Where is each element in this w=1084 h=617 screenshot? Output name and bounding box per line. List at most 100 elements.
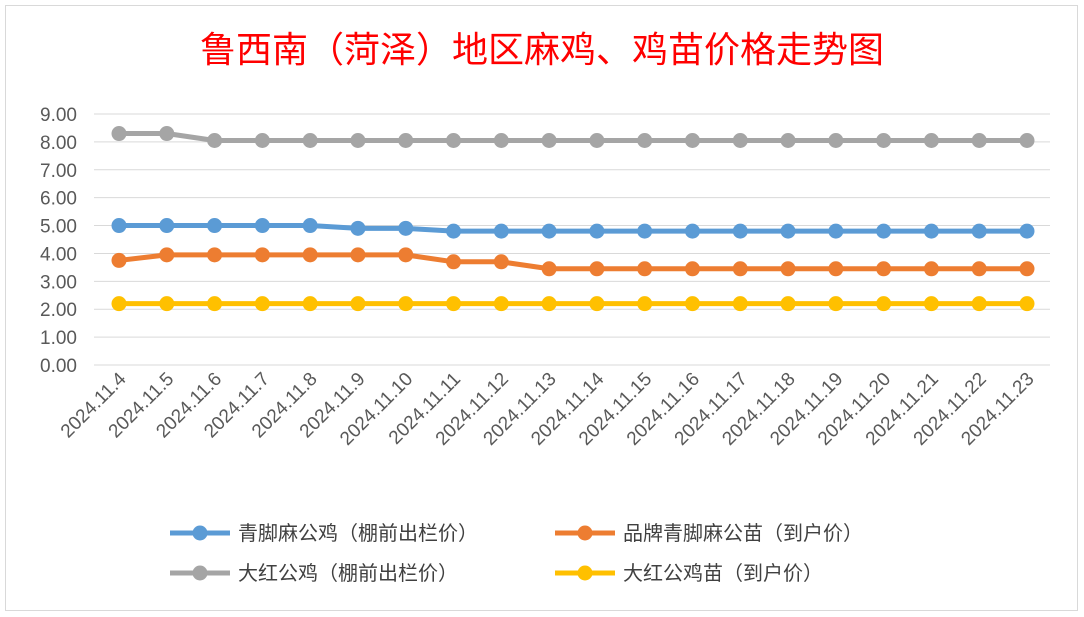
y-tick-label: 3.00 [40, 272, 77, 293]
data-point [684, 223, 700, 239]
y-axis-ticks: 0.00 1.00 2.00 3.00 4.00 5.00 6.00 7.00 8.00 9.00 [40, 105, 77, 377]
legend-label: 青脚麻公鸡（棚前出栏价） [238, 521, 478, 545]
data-point [876, 296, 892, 312]
data-point [732, 223, 748, 239]
data-point [1019, 296, 1035, 312]
data-point [828, 261, 844, 277]
legend-swatch-marker [192, 525, 208, 541]
legend-item: 大红公鸡（棚前出栏价） [170, 561, 458, 585]
data-point [350, 247, 366, 263]
data-point [1019, 223, 1035, 239]
data-point [828, 132, 844, 148]
data-point [876, 223, 892, 239]
data-point [923, 261, 939, 277]
data-point [876, 132, 892, 148]
data-point [541, 223, 557, 239]
data-point [637, 223, 653, 239]
data-point [780, 132, 796, 148]
data-point [159, 126, 175, 142]
data-point [589, 132, 605, 148]
series-1 [111, 218, 1035, 239]
x-axis-ticks: 2024.11.42024.11.52024.11.62024.11.72024… [57, 368, 1039, 449]
data-point [637, 296, 653, 312]
data-point [923, 223, 939, 239]
data-point [350, 220, 366, 236]
data-point [971, 223, 987, 239]
data-point [111, 126, 127, 142]
data-point [493, 223, 509, 239]
series-line [119, 223, 1027, 234]
data-point [446, 223, 462, 239]
data-point [254, 296, 270, 312]
y-tick-label: 9.00 [40, 105, 77, 126]
data-point [446, 296, 462, 312]
data-point [637, 261, 653, 277]
legend-label: 品牌青脚麻公苗（到户价） [623, 521, 863, 545]
data-point [207, 247, 223, 263]
legend-item: 品牌青脚麻公苗（到户价） [555, 521, 863, 545]
data-point [302, 218, 318, 234]
data-point [589, 296, 605, 312]
data-point [398, 247, 414, 263]
y-tick-label: 6.00 [40, 189, 77, 210]
data-point [1019, 132, 1035, 148]
data-point [732, 296, 748, 312]
chart-frame [5, 5, 1078, 611]
data-point [971, 261, 987, 277]
data-point [302, 132, 318, 148]
data-point [732, 132, 748, 148]
data-point [923, 296, 939, 312]
series-4 [111, 296, 1035, 312]
data-point [541, 296, 557, 312]
data-point [159, 247, 175, 263]
data-point [207, 218, 223, 234]
data-point [493, 254, 509, 270]
data-point [971, 132, 987, 148]
data-point [111, 252, 127, 268]
data-point [971, 296, 987, 312]
data-point [111, 296, 127, 312]
series-group [111, 126, 1035, 312]
data-point [541, 261, 557, 277]
data-point [398, 132, 414, 148]
data-point [254, 132, 270, 148]
y-tick-label: 8.00 [40, 133, 77, 154]
data-point [254, 247, 270, 263]
data-point [159, 296, 175, 312]
data-point [446, 254, 462, 270]
data-point [446, 132, 462, 148]
data-point [589, 261, 605, 277]
data-point [493, 296, 509, 312]
data-point [780, 261, 796, 277]
data-point [302, 296, 318, 312]
data-point [780, 296, 796, 312]
data-point [732, 261, 748, 277]
data-point [398, 220, 414, 236]
y-tick-label: 4.00 [40, 244, 77, 265]
data-point [684, 132, 700, 148]
data-point [923, 132, 939, 148]
data-point [159, 218, 175, 234]
legend: 青脚麻公鸡（棚前出栏价） 品牌青脚麻公苗（到户价） 大红公鸡（棚前出栏价） 大红公鸡苗… [170, 521, 863, 585]
data-point [207, 296, 223, 312]
legend-label: 大红公鸡苗（到户价） [623, 561, 823, 585]
y-tick-label: 1.00 [40, 328, 77, 349]
data-point [254, 218, 270, 234]
legend-item: 大红公鸡苗（到户价） [555, 561, 823, 585]
data-point [637, 132, 653, 148]
data-point [111, 218, 127, 234]
data-point [780, 223, 796, 239]
y-tick-label: 5.00 [40, 217, 77, 238]
data-point [684, 261, 700, 277]
data-point [350, 296, 366, 312]
data-point [207, 132, 223, 148]
y-tick-label: 7.00 [40, 161, 77, 182]
series-line [118, 252, 1027, 272]
data-point [541, 132, 557, 148]
y-tick-label: 0.00 [40, 356, 77, 377]
legend-swatch-marker [192, 565, 208, 581]
legend-swatch-marker [577, 565, 593, 581]
series-line [119, 131, 1027, 143]
legend-swatch-marker [577, 525, 593, 541]
